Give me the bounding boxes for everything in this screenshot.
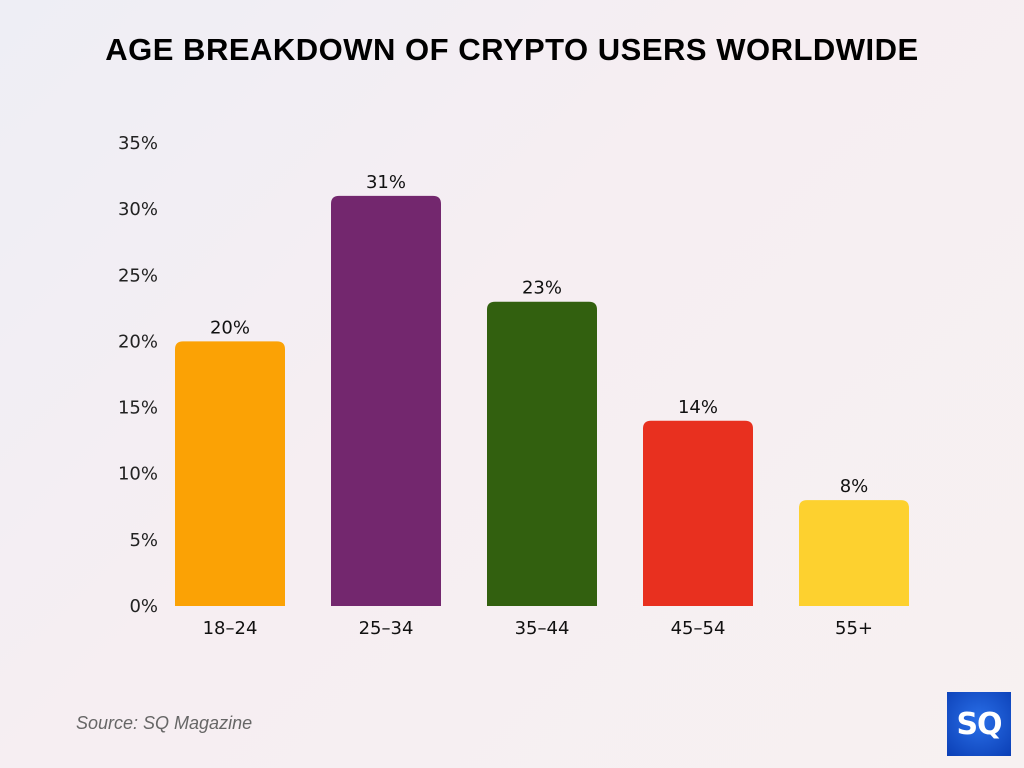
sq-logo: SQ [947, 692, 1011, 756]
x-tick-label: 55+ [835, 618, 873, 639]
bar [799, 500, 909, 606]
y-tick-label: 0% [129, 596, 158, 617]
y-tick-label: 5% [129, 530, 158, 551]
source-note: Source: SQ Magazine [76, 713, 253, 733]
bar [175, 341, 285, 606]
data-label: 20% [210, 317, 250, 338]
y-tick-label: 10% [118, 464, 158, 485]
x-tick-label: 18–24 [203, 618, 258, 639]
data-label: 23% [522, 278, 562, 299]
bar [643, 420, 753, 606]
x-tick-label: 25–34 [359, 618, 414, 639]
y-tick-label: 35% [118, 133, 158, 154]
data-label: 8% [840, 476, 869, 497]
y-tick-label: 30% [118, 199, 158, 220]
y-tick-label: 15% [118, 398, 158, 419]
data-label: 31% [366, 172, 406, 193]
y-tick-label: 25% [118, 265, 158, 286]
bar [331, 195, 441, 606]
chart-title: AGE BREAKDOWN OF CRYPTO USERS WORLDWIDE [105, 32, 919, 67]
data-label: 14% [678, 397, 718, 418]
y-tick-label: 20% [118, 331, 158, 352]
logo-text: SQ [956, 706, 1002, 742]
bar [487, 301, 597, 606]
x-tick-label: 35–44 [515, 618, 570, 639]
x-tick-label: 45–54 [671, 618, 726, 639]
